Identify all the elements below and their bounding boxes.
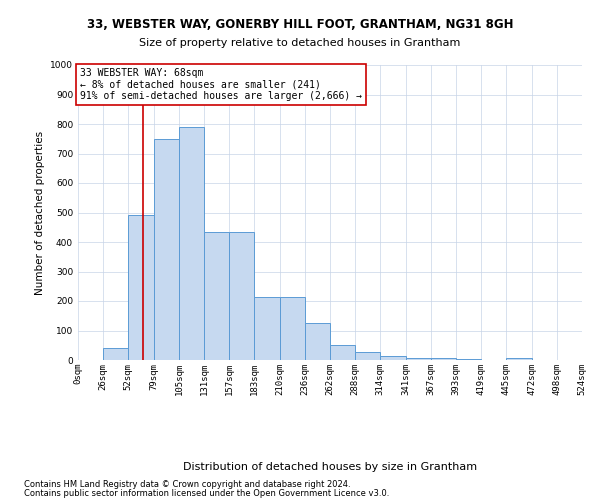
Bar (229, 232, 254, 360)
Bar (406, 358, 431, 360)
Bar (330, 345, 355, 360)
Bar (254, 296, 280, 360)
Bar (103, 348, 128, 360)
Bar (456, 358, 481, 360)
Text: 33 WEBSTER WAY: 68sqm
← 8% of detached houses are smaller (241)
91% of semi-deta: 33 WEBSTER WAY: 68sqm ← 8% of detached h… (80, 68, 362, 101)
Y-axis label: Number of detached properties: Number of detached properties (35, 130, 44, 294)
Bar (179, 127, 204, 360)
Text: Distribution of detached houses by size in Grantham: Distribution of detached houses by size … (183, 462, 477, 472)
Bar (506, 358, 532, 360)
Text: Contains public sector information licensed under the Open Government Licence v3: Contains public sector information licen… (24, 488, 389, 498)
Bar (305, 323, 330, 360)
Bar (154, 138, 179, 360)
Text: Contains HM Land Registry data © Crown copyright and database right 2024.: Contains HM Land Registry data © Crown c… (24, 480, 350, 489)
Text: Size of property relative to detached houses in Grantham: Size of property relative to detached ho… (139, 38, 461, 48)
Bar (380, 356, 406, 360)
Bar (355, 352, 380, 360)
Bar (128, 216, 154, 360)
Bar (280, 296, 305, 360)
Bar (204, 232, 229, 360)
Bar (431, 358, 456, 360)
Text: 33, WEBSTER WAY, GONERBY HILL FOOT, GRANTHAM, NG31 8GH: 33, WEBSTER WAY, GONERBY HILL FOOT, GRAN… (87, 18, 513, 30)
